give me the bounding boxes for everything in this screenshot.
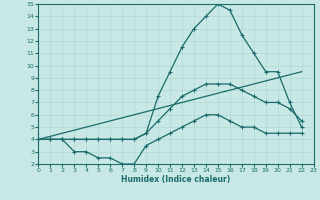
X-axis label: Humidex (Indice chaleur): Humidex (Indice chaleur) bbox=[121, 175, 231, 184]
